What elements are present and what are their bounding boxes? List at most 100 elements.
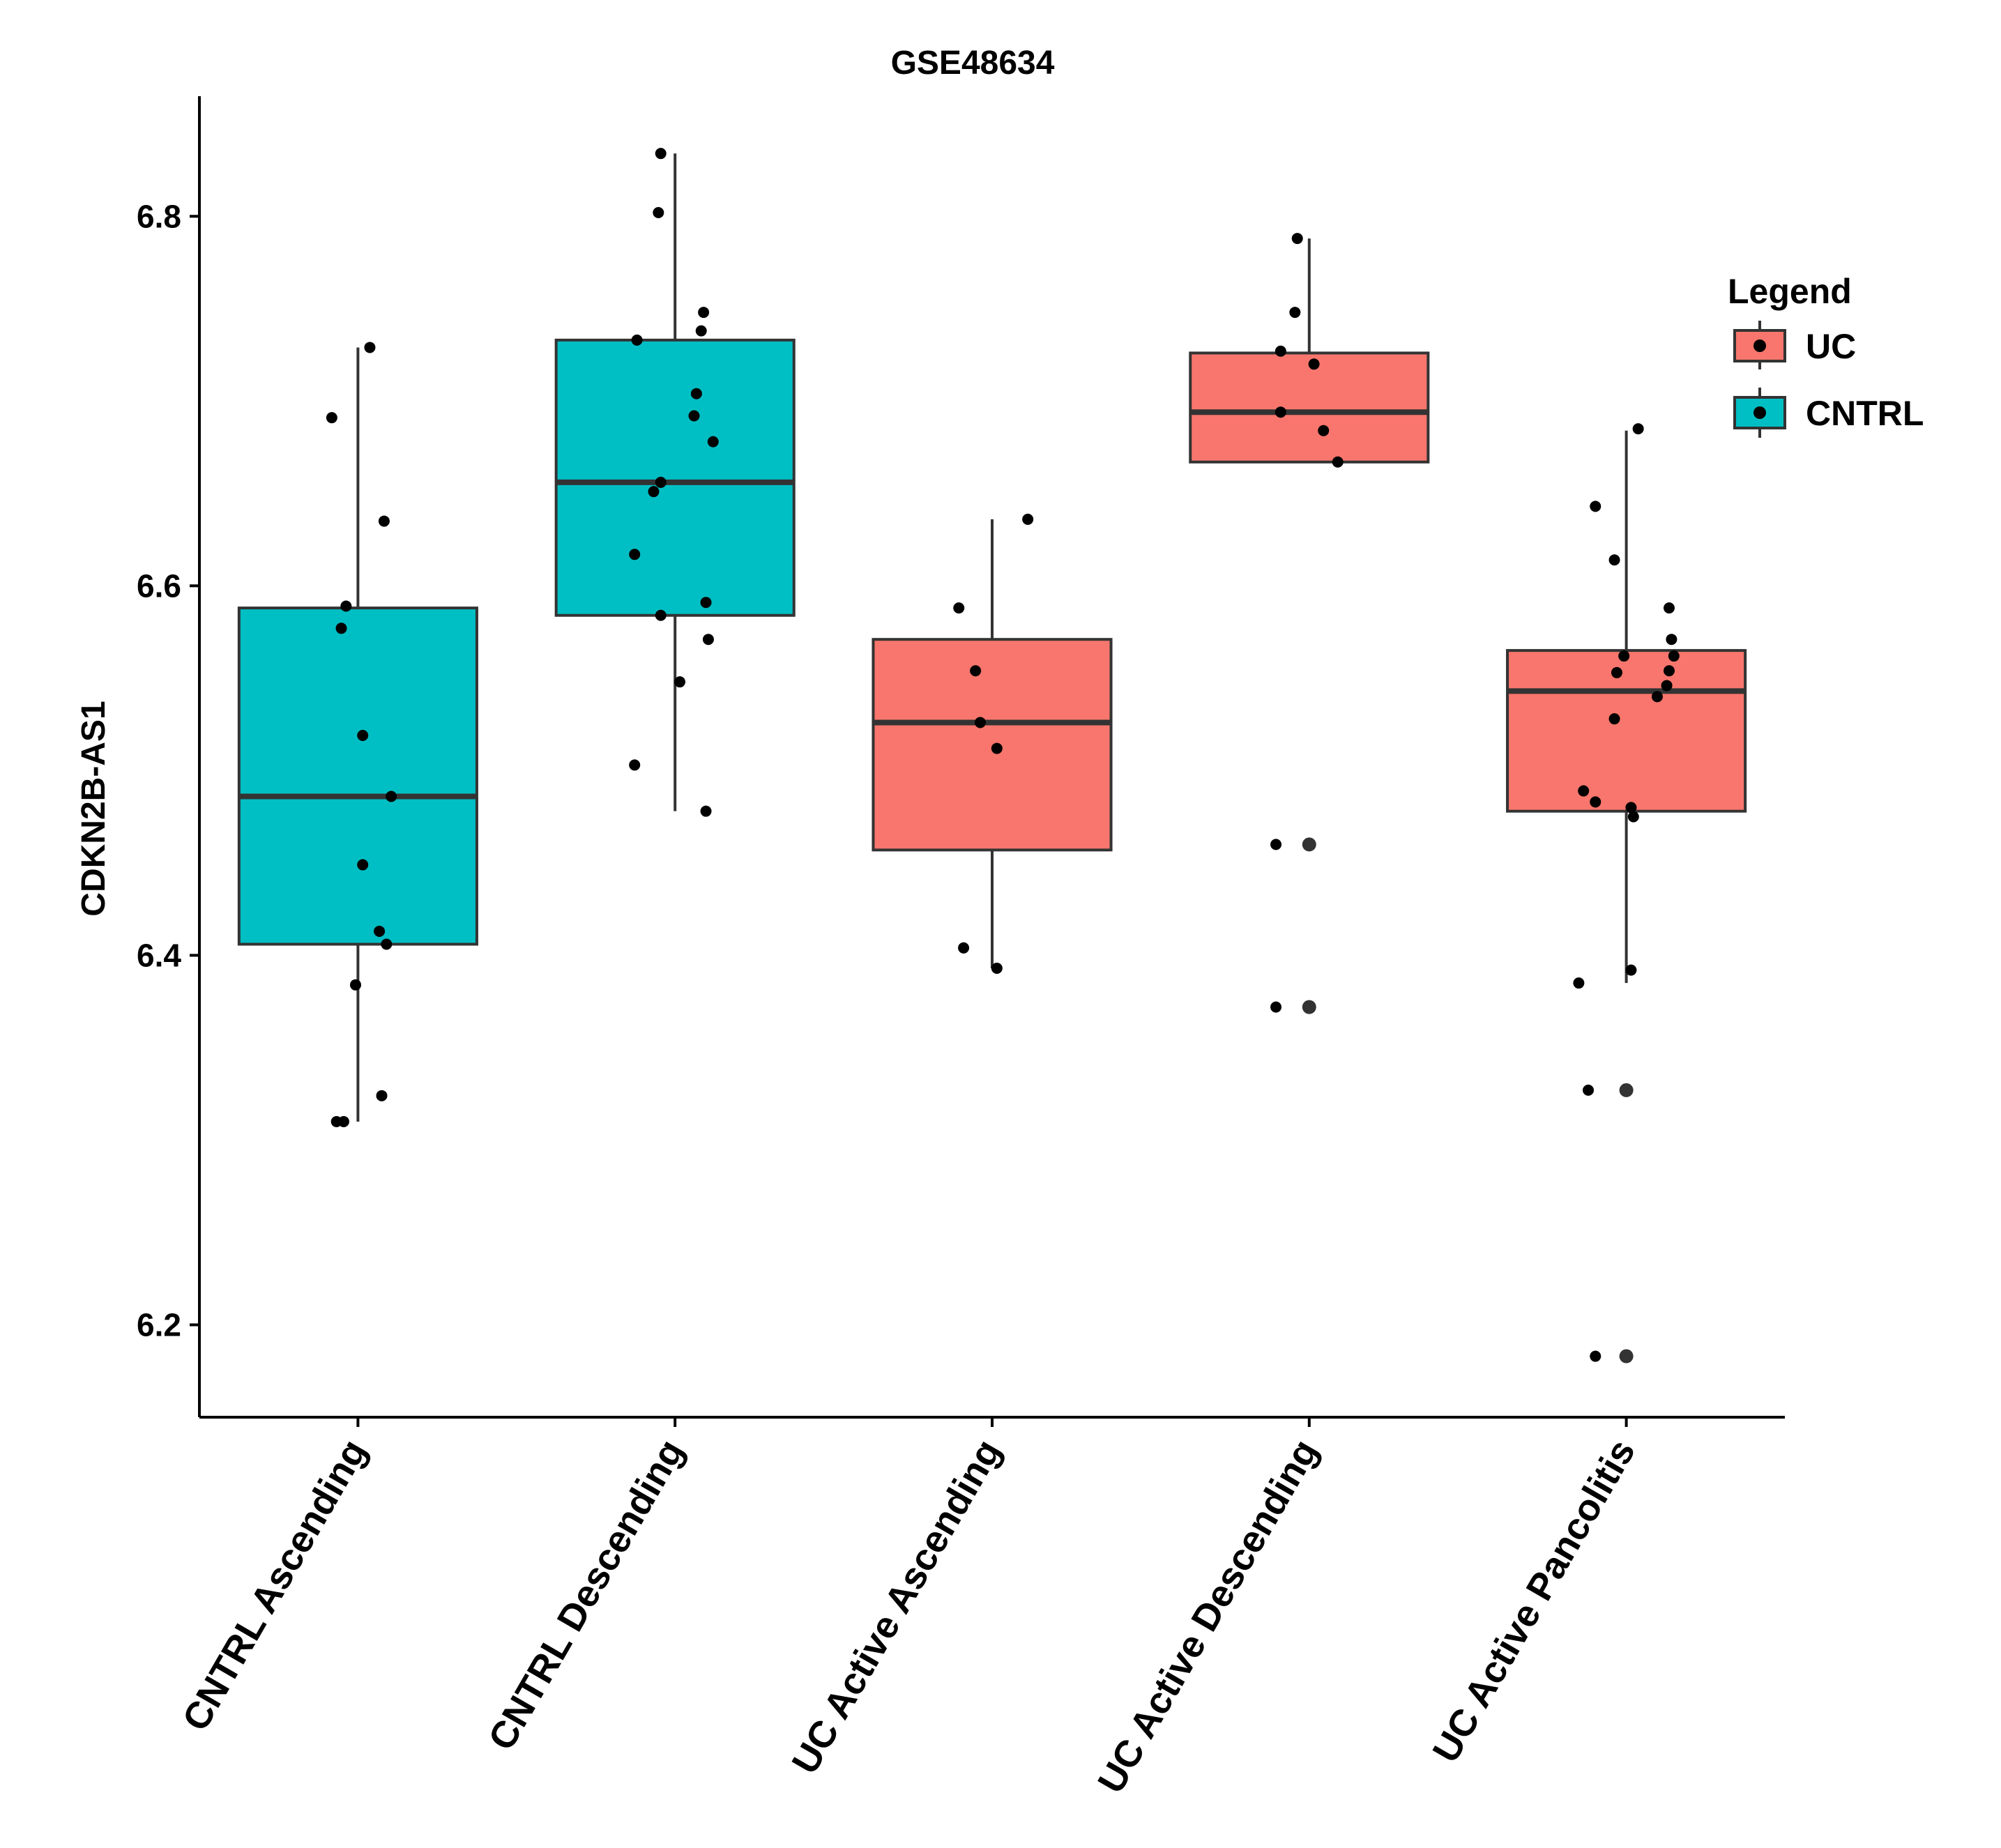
data-point-uc-active-pancolitis-7 [1611,666,1622,678]
outlier-uc-active-pancolitis-1 [1619,1349,1634,1364]
data-point-uc-active-pancolitis-0 [1632,423,1644,435]
data-point-cntrl-descending-13 [702,634,714,646]
data-point-uc-active-pancolitis-6 [1668,650,1680,662]
data-point-uc-active-pancolitis-13 [1590,796,1601,808]
data-point-cntrl-ascending-7 [386,791,397,802]
x-ticks: CNTRL Ascending CNTRL Descending UC Active… [174,1417,1643,1800]
data-point-uc-active-descending-7 [1270,839,1282,850]
plot-area [237,148,1747,1364]
y-axis-label: CDKN2B-AS1 [75,701,112,916]
data-point-cntrl-descending-11 [700,597,712,609]
data-point-uc-active-pancolitis-19 [1590,1350,1601,1362]
data-point-uc-active-ascending-4 [991,742,1003,754]
data-point-cntrl-descending-0 [655,148,667,160]
data-point-uc-active-ascending-3 [974,717,986,728]
data-point-cntrl-descending-6 [688,410,700,422]
data-point-uc-active-pancolitis-1 [1590,501,1601,512]
data-point-cntrl-ascending-3 [378,515,390,527]
data-point-cntrl-descending-10 [629,549,641,560]
data-point-uc-active-pancolitis-14 [1625,802,1637,814]
data-point-uc-active-ascending-5 [958,942,970,954]
data-point-cntrl-descending-7 [707,436,719,448]
data-point-cntrl-descending-9 [648,486,660,498]
data-point-cntrl-descending-2 [698,307,710,319]
data-point-cntrl-ascending-2 [364,342,376,353]
data-point-uc-active-pancolitis-10 [1651,691,1663,703]
box-cntrl-ascending [237,342,478,1127]
chart-title: GSE48634 [891,45,1055,82]
data-point-uc-active-pancolitis-8 [1663,665,1675,677]
x-tick-label-uc-active-descending: UC Active Descending [1090,1433,1326,1800]
box-body-uc-active-ascending [872,638,1113,852]
data-point-uc-active-descending-0 [1291,233,1303,245]
legend-label-cntrl: CNTRL [1806,394,1924,433]
data-point-uc-active-pancolitis-3 [1663,602,1675,614]
data-point-cntrl-ascending-1 [326,412,337,424]
data-point-cntrl-descending-12 [655,609,667,621]
data-point-uc-active-pancolitis-18 [1583,1084,1595,1096]
data-point-uc-active-descending-5 [1318,425,1330,436]
outlier-uc-active-pancolitis-0 [1619,1083,1634,1097]
data-point-uc-active-descending-2 [1275,345,1286,357]
data-point-cntrl-ascending-9 [374,925,386,937]
x-tick-label-cntrl-descending: CNTRL Descending [480,1433,692,1757]
data-point-cntrl-descending-5 [690,388,702,399]
data-point-cntrl-descending-14 [674,676,686,688]
data-point-cntrl-ascending-13 [330,1115,342,1127]
data-point-cntrl-descending-15 [629,759,641,771]
y-tick-label: 6.8 [137,198,181,234]
data-point-cntrl-descending-16 [700,805,712,817]
box-uc-active-ascending [872,513,1113,974]
legend: Legend UC CNTRL [1728,272,1924,438]
data-point-uc-active-pancolitis-9 [1661,680,1673,692]
data-point-uc-active-descending-3 [1308,358,1320,370]
legend-label-uc: UC [1806,327,1856,366]
data-point-uc-active-pancolitis-2 [1608,554,1620,566]
legend-key-cntrl-dot [1753,406,1766,419]
data-point-cntrl-ascending-11 [349,979,361,991]
data-point-uc-active-ascending-1 [953,602,965,614]
data-point-uc-active-pancolitis-4 [1666,634,1677,646]
box-uc-active-pancolitis [1506,423,1747,1364]
data-point-uc-active-pancolitis-17 [1573,977,1585,989]
legend-item-cntrl: CNTRL [1733,388,1924,438]
outlier-uc-active-descending-1 [1302,1000,1316,1014]
data-point-cntrl-descending-4 [631,334,643,346]
box-body-uc-active-descending [1189,351,1430,464]
data-point-uc-active-descending-1 [1289,307,1301,319]
data-point-uc-active-ascending-2 [970,665,982,677]
y-tick-label: 6.6 [137,567,181,604]
data-point-uc-active-pancolitis-12 [1578,785,1590,797]
legend-key-uc-dot [1753,339,1766,352]
x-tick-label-cntrl-ascending: CNTRL Ascending [174,1433,374,1738]
data-point-cntrl-ascending-4 [340,600,352,612]
box-body-cntrl-descending [554,338,796,617]
box-body-cntrl-ascending [237,606,478,946]
data-point-cntrl-ascending-6 [357,730,369,742]
data-point-cntrl-descending-1 [653,206,664,218]
legend-item-uc: UC [1733,321,1856,369]
data-point-uc-active-pancolitis-15 [1627,811,1639,823]
x-tick-label-uc-active-pancolitis: UC Active Pancolitis [1424,1433,1643,1769]
data-point-uc-active-descending-8 [1270,1001,1282,1013]
data-point-uc-active-pancolitis-5 [1618,650,1630,662]
data-point-cntrl-descending-3 [695,325,707,337]
data-point-uc-active-pancolitis-11 [1608,713,1620,725]
legend-title: Legend [1728,272,1852,311]
data-point-cntrl-ascending-8 [357,859,369,871]
y-ticks: 6.2 6.4 6.6 6.8 [137,198,199,1343]
data-point-uc-active-pancolitis-16 [1625,964,1637,976]
data-point-cntrl-descending-8 [655,476,667,488]
outlier-uc-active-descending-0 [1302,837,1316,852]
data-point-cntrl-ascending-12 [376,1090,388,1101]
data-point-cntrl-ascending-5 [335,623,347,634]
y-tick-label: 6.2 [137,1306,181,1343]
box-cntrl-descending [554,148,796,817]
data-point-uc-active-descending-6 [1332,456,1344,468]
y-tick-label: 6.4 [137,937,181,973]
x-tick-label-uc-active-ascending: UC Active Ascending [784,1433,1009,1780]
data-point-cntrl-ascending-10 [381,938,393,950]
box-body-uc-active-pancolitis [1506,649,1747,813]
box-uc-active-descending [1189,233,1430,1014]
